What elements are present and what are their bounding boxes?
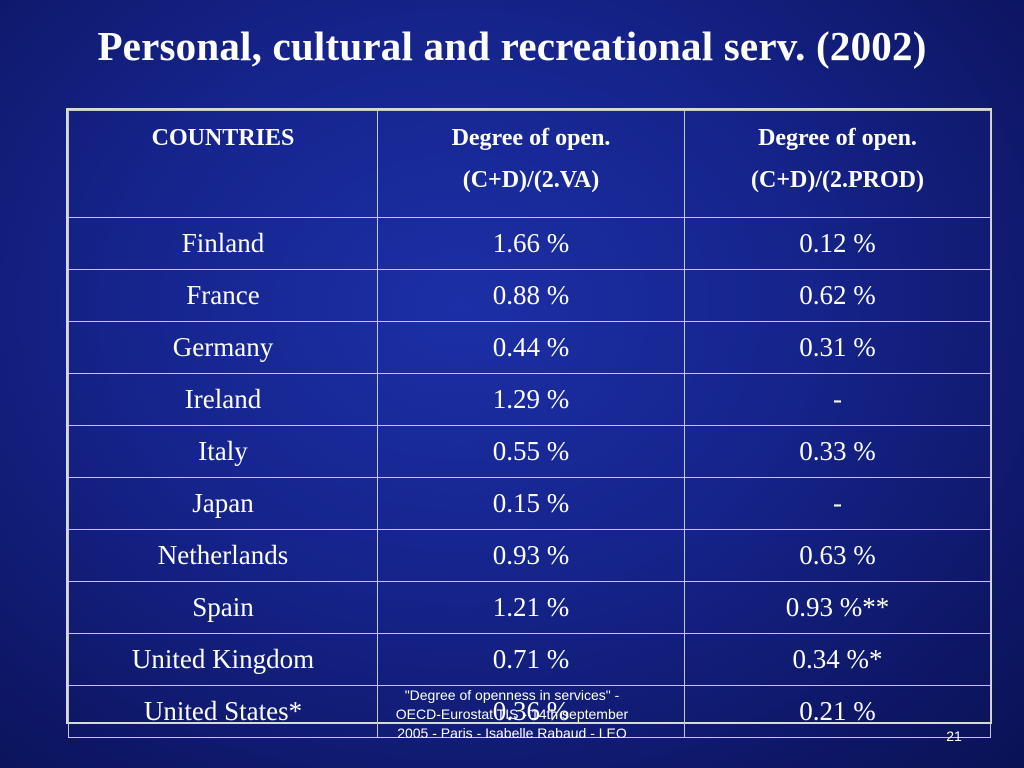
prod-cell: 0.31 % [684, 321, 991, 374]
footer-line: 2005 - Paris - Isabelle Rabaud - LEO [397, 725, 627, 741]
header-degree-prod: Degree of open. (C+D)/(2.PROD) [684, 110, 991, 218]
table-row: Finland 1.66 % 0.12 % [68, 217, 991, 270]
prod-cell: 0.93 %** [684, 581, 991, 634]
footer-line: OECD-Eurostat TIS - 14th september [395, 706, 629, 722]
header-line: Degree of open. [758, 125, 917, 151]
country-cell: United States* [68, 685, 378, 738]
table-row: United States* 0.36 % 0.21 % [68, 685, 991, 738]
country-cell: United Kingdom [68, 633, 378, 686]
country-cell: Germany [68, 321, 378, 374]
openness-table: COUNTRIES Degree of open. (C+D)/(2.VA) D… [68, 110, 991, 738]
prod-cell: 0.21 % [684, 685, 991, 738]
country-cell: Netherlands [68, 529, 378, 582]
table-row: Spain 1.21 % 0.93 %** [68, 581, 991, 634]
table-row: Japan 0.15 % - [68, 477, 991, 530]
country-cell: Finland [68, 217, 378, 270]
header-degree-va: Degree of open. (C+D)/(2.VA) [377, 110, 685, 218]
va-cell: 1.21 % [377, 581, 685, 634]
va-cell: 0.55 % [377, 425, 685, 478]
va-cell: 1.29 % [377, 373, 685, 426]
prod-cell: 0.33 % [684, 425, 991, 478]
country-cell: Spain [68, 581, 378, 634]
slide-title: Personal, cultural and recreational serv… [97, 23, 927, 69]
prod-cell: 0.62 % [684, 269, 991, 322]
va-cell: 0.88 % [377, 269, 685, 322]
country-cell: Ireland [68, 373, 378, 426]
prod-cell: 0.63 % [684, 529, 991, 582]
prod-cell: 0.34 %* [684, 633, 991, 686]
prod-cell: - [684, 477, 991, 530]
va-cell: 1.66 % [377, 217, 685, 270]
table-row: Germany 0.44 % 0.31 % [68, 321, 991, 374]
page-number: 21 [946, 728, 962, 744]
header-line: Degree of open. [451, 125, 611, 151]
va-cell: 0.71 % [377, 633, 685, 686]
header-line: (C+D)/(2.VA) [462, 167, 600, 193]
va-cell: 0.93 % [377, 529, 685, 582]
table-row: Ireland 1.29 % - [68, 373, 991, 426]
table-row: United Kingdom 0.71 % 0.34 %* [68, 633, 991, 686]
data-table-container: COUNTRIES Degree of open. (C+D)/(2.VA) D… [66, 108, 992, 738]
header-countries: COUNTRIES [68, 110, 378, 218]
table-header-row: COUNTRIES Degree of open. (C+D)/(2.VA) D… [68, 110, 991, 218]
table-row: Netherlands 0.93 % 0.63 % [68, 529, 991, 582]
footer-note: "Degree of openness in services" - OECD-… [352, 686, 672, 743]
prod-cell: - [684, 373, 991, 426]
table-row: Italy 0.55 % 0.33 % [68, 425, 991, 478]
country-cell: Italy [68, 425, 378, 478]
footer-line: "Degree of openness in services" - [404, 687, 620, 703]
country-cell: Japan [68, 477, 378, 530]
va-cell: 0.15 % [377, 477, 685, 530]
va-cell: 0.36 % [377, 685, 685, 738]
header-line: COUNTRIES [151, 125, 295, 151]
country-cell: France [68, 269, 378, 322]
va-cell: 0.44 % [377, 321, 685, 374]
header-line: (C+D)/(2.PROD) [751, 167, 924, 193]
prod-cell: 0.12 % [684, 217, 991, 270]
table-row: France 0.88 % 0.62 % [68, 269, 991, 322]
